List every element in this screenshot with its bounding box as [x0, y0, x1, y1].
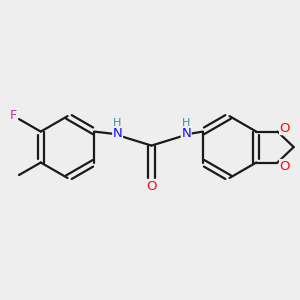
Text: O: O [280, 160, 290, 172]
Text: H: H [112, 118, 121, 128]
Text: O: O [146, 180, 157, 193]
Text: H: H [182, 118, 190, 128]
Text: F: F [10, 109, 17, 122]
Text: N: N [113, 127, 122, 140]
Text: N: N [181, 127, 191, 140]
Text: O: O [280, 122, 290, 135]
